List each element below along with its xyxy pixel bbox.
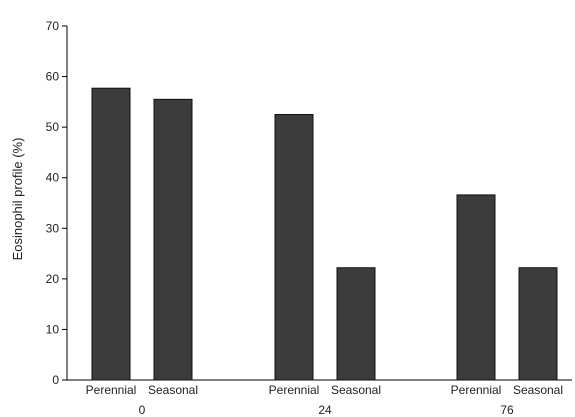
bar-24-perennial — [274, 114, 314, 381]
y-tick-label: 50 — [46, 120, 60, 134]
y-tick-label: 30 — [46, 221, 60, 235]
bar-76-perennial — [456, 194, 496, 381]
y-tick-label: 40 — [46, 171, 60, 185]
x-category-label: Perennial — [269, 383, 320, 397]
x-category-label: Seasonal — [148, 383, 198, 397]
x-category-label: Seasonal — [513, 383, 563, 397]
x-group-label: 0 — [139, 403, 146, 417]
y-axis: 0 10 20 30 40 50 60 70 — [46, 19, 68, 387]
bar-24-seasonal — [336, 267, 376, 381]
bar-76-seasonal — [518, 267, 558, 381]
bar-0-seasonal — [153, 98, 193, 381]
y-tick-label: 20 — [46, 272, 60, 286]
x-group-label: 76 — [500, 403, 514, 417]
bar-0-perennial — [91, 87, 131, 381]
x-category-label: Seasonal — [331, 383, 381, 397]
x-category-label: Perennial — [451, 383, 502, 397]
y-axis-label: Eosinophil profile (%) — [10, 138, 25, 261]
y-tick-label: 60 — [46, 70, 60, 84]
x-category-label: Perennial — [86, 383, 137, 397]
y-tick-label: 10 — [46, 322, 60, 336]
x-group-label: 24 — [318, 403, 332, 417]
bars — [91, 87, 558, 381]
y-tick-label: 70 — [46, 19, 60, 33]
y-tick-label: 0 — [52, 373, 59, 387]
